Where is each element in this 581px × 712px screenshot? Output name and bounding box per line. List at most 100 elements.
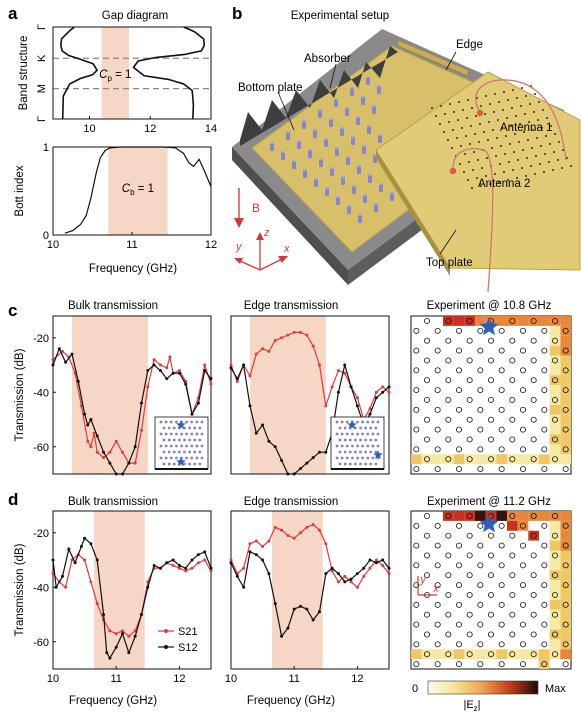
data-point-s12: [254, 553, 258, 557]
rod-marker: [562, 387, 569, 394]
hole: [529, 164, 533, 168]
field-cell: [549, 424, 561, 435]
rod: [379, 184, 383, 192]
rod-marker: [509, 512, 516, 519]
rod-marker: [455, 542, 462, 549]
gap-diagram-plot: 10 12 14 Γ K M Γ Band structure Cp = 1: [18, 24, 217, 135]
rod: [356, 117, 360, 125]
hole: [487, 120, 491, 124]
rod-marker: [477, 562, 484, 569]
band-gap-shading: [249, 316, 326, 474]
hole: [537, 100, 541, 104]
data-point-s21: [95, 602, 99, 606]
data-point-s21: [374, 390, 378, 394]
rod-marker: [445, 377, 452, 384]
field-cell: [432, 649, 443, 660]
legend-marker-s12: [164, 645, 168, 649]
inset-rod: [353, 462, 357, 466]
hole: [499, 144, 503, 148]
rod-marker: [477, 387, 484, 394]
rod-marker: [562, 601, 569, 608]
inset-rod: [200, 420, 204, 424]
rod: [341, 177, 345, 185]
inset-antenna-2-marker: [373, 450, 383, 459]
inset-rod: [190, 432, 194, 436]
hole: [471, 168, 475, 172]
rod-marker: [445, 552, 452, 559]
inset-rod: [340, 420, 344, 424]
data-point-s12: [267, 572, 271, 576]
rod-marker: [477, 542, 484, 549]
inset-rod: [200, 444, 204, 448]
data-point-s21: [242, 566, 246, 570]
inset-rod: [371, 456, 375, 460]
inset-rod: [195, 420, 199, 424]
rod-marker: [487, 456, 494, 463]
rod-marker: [487, 357, 494, 364]
hole: [547, 160, 551, 164]
source-antenna-marker: [479, 317, 499, 336]
hole: [542, 170, 546, 174]
field-cell: [549, 649, 561, 660]
chern-number-label: Cb = 1: [122, 183, 154, 197]
hole: [495, 136, 499, 140]
colorbar-max-label: Max: [545, 683, 566, 695]
hole: [518, 122, 522, 126]
rod-marker: [487, 572, 494, 579]
rod-marker: [498, 387, 505, 394]
rod-marker: [541, 641, 548, 648]
inset-rod: [348, 438, 352, 442]
inset-rod: [172, 462, 176, 466]
series-line-series0: [64, 146, 212, 234]
inset-rod: [169, 444, 173, 448]
data-point-s12: [229, 366, 233, 370]
hole: [496, 118, 500, 122]
rod: [308, 150, 312, 158]
data-point-s21: [89, 580, 93, 584]
rod-top: [314, 178, 318, 180]
rod-marker: [477, 446, 484, 453]
rod-marker: [562, 582, 569, 589]
data-point-s12: [177, 563, 181, 567]
data-point-s12: [89, 418, 93, 422]
d-edge-xlabel: Frequency (GHz): [247, 695, 335, 707]
hole: [543, 152, 547, 156]
data-point-s12: [152, 563, 156, 567]
data-point-s12: [146, 585, 150, 589]
rod-marker: [413, 542, 420, 549]
data-point-s21: [254, 352, 258, 356]
c-bulk-title: Bulk transmission: [68, 300, 158, 312]
y-tick-label: -60: [33, 442, 49, 454]
rod-top: [366, 76, 370, 78]
rod-marker: [498, 601, 505, 608]
rod: [292, 161, 296, 169]
data-point-s12: [67, 547, 71, 551]
rod-marker: [530, 631, 537, 638]
data-point-s21: [133, 629, 137, 633]
rod-marker: [509, 317, 516, 324]
data-point-s12: [317, 450, 321, 454]
field-cell: [411, 649, 422, 660]
inset-rod: [185, 444, 189, 448]
data-point-s12: [184, 382, 188, 386]
field-cell: [453, 649, 465, 660]
field-cell: [560, 511, 571, 521]
hole: [493, 172, 497, 176]
rod-marker: [530, 532, 537, 539]
field-cell: [528, 454, 539, 465]
rod-marker: [552, 611, 559, 618]
chern-subscript: p: [107, 74, 112, 83]
rod-marker: [477, 367, 484, 374]
map-frame: [410, 510, 572, 670]
data-point-s12: [114, 645, 118, 649]
data-point-s12: [349, 385, 353, 389]
data-point-s21: [168, 355, 172, 359]
a-xlabel: Frequency (GHz): [89, 263, 177, 275]
data-point-s21: [108, 629, 112, 633]
data-point-s12: [165, 561, 169, 565]
inset-rod: [167, 426, 171, 430]
x-tick-label: 12: [144, 123, 156, 135]
rod-marker: [413, 522, 420, 529]
data-point-s12: [292, 607, 296, 611]
rod-marker: [520, 426, 527, 433]
